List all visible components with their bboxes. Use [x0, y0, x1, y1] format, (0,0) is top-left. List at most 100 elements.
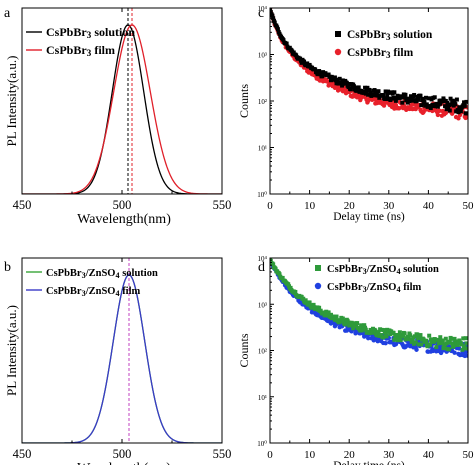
data-point: [427, 333, 432, 338]
data-point: [464, 341, 468, 346]
data-point: [449, 102, 454, 107]
y-tick-label: 10⁴: [258, 5, 268, 13]
data-point: [408, 94, 413, 99]
data-point: [381, 103, 387, 108]
data-point: [340, 78, 345, 83]
x-tick-label: 50: [463, 200, 474, 212]
data-point: [455, 342, 460, 347]
data-point: [438, 335, 443, 340]
data-point: [313, 67, 318, 72]
data-point: [435, 337, 440, 342]
data-point: [391, 330, 396, 335]
data-point: [457, 338, 462, 343]
data-point: [275, 27, 280, 32]
data-point: [408, 333, 413, 338]
data-point: [368, 90, 373, 95]
data-point: [366, 335, 371, 341]
series-line-2: [22, 274, 222, 443]
plot-area: [270, 258, 468, 359]
data-point: [427, 342, 432, 347]
data-point: [363, 85, 368, 90]
data-point: [458, 109, 463, 114]
legend-label: CsPbBr3/ZnSO4 film: [46, 286, 141, 298]
y-axis-label: PL Intensity(a.u.): [4, 56, 19, 147]
data-point: [307, 300, 312, 305]
x-tick-label: 0: [267, 200, 273, 212]
data-point: [317, 305, 322, 310]
data-point: [373, 328, 378, 333]
data-point: [359, 328, 364, 333]
data-point: [403, 92, 408, 97]
data-point: [427, 96, 432, 101]
data-point: [418, 93, 423, 98]
data-point: [438, 101, 443, 106]
y-tick-label: 10⁰: [257, 440, 267, 448]
data-point: [435, 104, 440, 109]
panel-d: d 0 10 20 30 40 50 10⁰ 10¹ 10² 10³ 10⁴ Delay time (n…: [237, 255, 474, 465]
legend-swatch: [335, 31, 341, 37]
data-point: [464, 99, 468, 104]
data-point: [277, 272, 282, 277]
data-point: [447, 340, 452, 345]
data-point: [298, 56, 303, 61]
data-point: [431, 339, 436, 344]
data-point: [303, 298, 308, 303]
y-axis-label: PL Intensity(a.u.): [4, 305, 19, 396]
panel-b: b 450 500 550 Wavelength(nm) PL Intensity(a.u…: [4, 257, 232, 465]
data-point: [446, 347, 451, 352]
data-point: [320, 74, 325, 79]
y-tick-label: 10¹: [258, 394, 267, 402]
y-tick-label: 10³: [258, 52, 267, 60]
data-point: [306, 302, 311, 307]
data-point: [450, 341, 455, 346]
data-point: [461, 336, 466, 341]
data-point: [424, 338, 429, 343]
x-tick-label: 0: [267, 449, 273, 461]
data-point: [437, 108, 442, 114]
data-point: [332, 317, 337, 322]
x-tick-label: 40: [423, 200, 435, 212]
x-tick-label: 50: [463, 449, 474, 461]
data-point: [398, 338, 403, 343]
data-point: [371, 330, 376, 335]
data-point: [362, 323, 367, 328]
data-point: [317, 69, 322, 74]
x-tick-label: 40: [423, 449, 435, 461]
data-point: [441, 96, 446, 101]
data-point: [412, 92, 417, 97]
panel-letter: c: [258, 6, 264, 21]
data-point: [288, 285, 293, 290]
x-tick-label: 500: [113, 198, 132, 212]
data-point: [462, 100, 467, 105]
data-point: [465, 111, 468, 116]
data-point: [409, 339, 414, 344]
data-point: [448, 96, 453, 101]
data-point: [443, 110, 449, 116]
data-point: [305, 61, 310, 66]
data-point: [424, 95, 429, 100]
panel-letter: b: [4, 260, 11, 275]
data-point: [420, 96, 425, 101]
legend: CsPbBr3/ZnSO4 solution CsPbBr3/ZnSO4 film: [26, 268, 158, 298]
x-axis-label: Wavelength(nm): [77, 461, 171, 465]
x-tick-label: 500: [113, 447, 132, 461]
data-point: [432, 95, 437, 100]
data-point: [337, 76, 342, 81]
x-tick-label: 450: [13, 447, 32, 461]
data-point: [293, 289, 298, 294]
data-point: [416, 97, 421, 102]
data-point: [351, 326, 356, 331]
x-axis-label: Delay time (ns): [333, 460, 405, 465]
y-tick-label: 10³: [258, 301, 267, 309]
data-point: [367, 88, 372, 93]
legend-swatch: [334, 48, 342, 56]
x-tick-label: 550: [213, 447, 232, 461]
data-point: [455, 108, 460, 113]
data-point: [460, 347, 465, 352]
data-point: [419, 103, 424, 108]
data-point: [397, 330, 402, 335]
data-point: [447, 108, 452, 113]
data-point: [389, 96, 394, 101]
data-point: [281, 38, 286, 43]
